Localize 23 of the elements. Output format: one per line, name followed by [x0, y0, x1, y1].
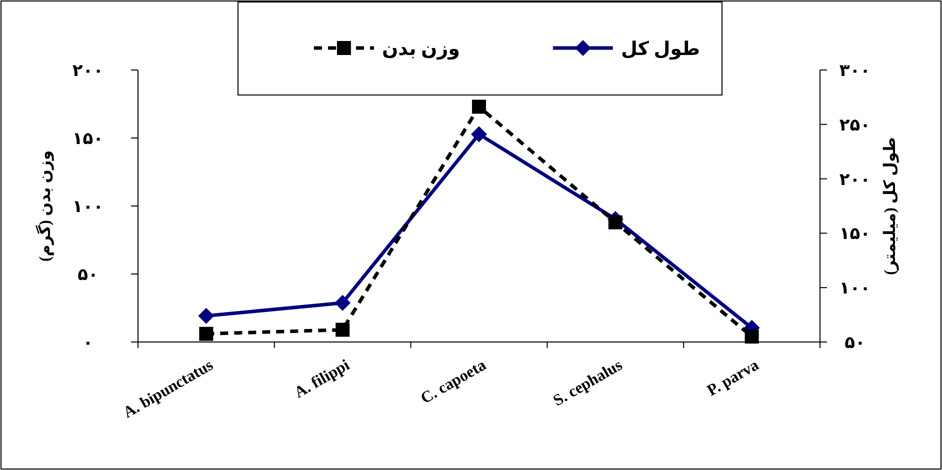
legend-label: وزن بدن: [382, 39, 460, 60]
point: [744, 330, 759, 344]
point: [336, 322, 350, 337]
y2-tick-label: ۳۰۰: [839, 61, 871, 80]
y-tick-label: ۵۰: [78, 265, 98, 284]
y2-tick-label: ۲۵۰: [839, 115, 871, 134]
y2-axis-title: طول کل (میلیمتر): [882, 137, 899, 275]
y2-tick-label: ۱۰۰: [839, 278, 871, 298]
y2-tick-label: ۲۰۰: [839, 170, 871, 189]
y2-tick-label: ۵۰: [844, 333, 866, 352]
y-axis-title: وزن بدن (گرم): [35, 150, 54, 262]
legend-label: طول کل: [620, 39, 700, 60]
point: [198, 308, 214, 324]
y2-tick-label: ۱۵۰: [839, 224, 871, 244]
point: [471, 126, 487, 142]
point: [608, 215, 622, 230]
y-tick-label: ۱۵۰: [72, 129, 104, 148]
point: [472, 100, 486, 114]
y-tick-label: ۱۰۰: [72, 197, 104, 216]
y-tick-label: ۲۰۰: [72, 61, 104, 80]
y-tick-label: ۰: [82, 333, 94, 352]
point: [334, 294, 351, 311]
point: [199, 326, 214, 341]
